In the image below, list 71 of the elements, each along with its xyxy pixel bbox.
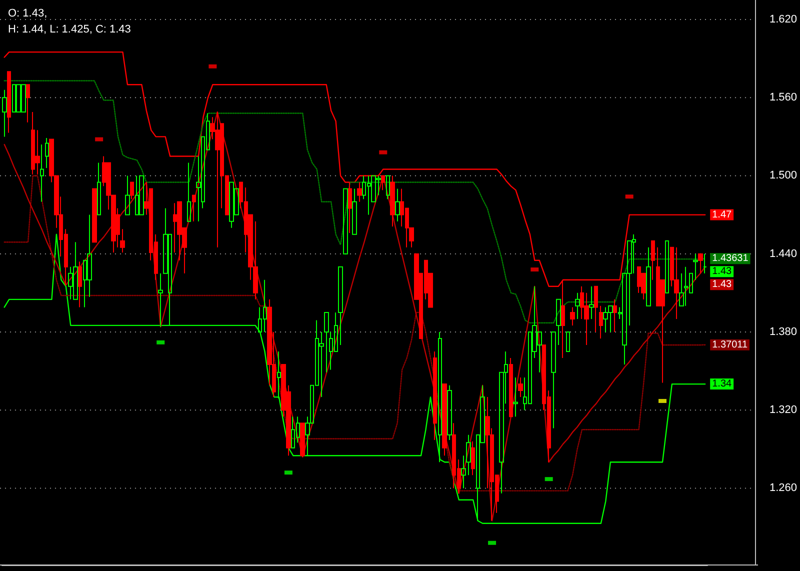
candlestick [386,175,390,200]
candlestick [513,377,518,418]
candlestick [277,351,281,399]
data-label: 1.37011 [712,339,748,350]
candlestick [438,331,442,463]
candlestick [518,377,523,398]
candlestick [324,312,329,373]
candlestick [556,298,561,346]
candlestick [466,434,471,476]
line-series [4,80,706,324]
candlestick [120,228,125,254]
candlestick [300,422,305,458]
data-label: 1.43 [712,279,732,290]
text: O: 1.43, [8,8,48,20]
candlestick [390,175,395,228]
candlestick [338,266,343,346]
candlestick [594,286,598,332]
candlestick [471,440,475,476]
candlestick [130,182,134,200]
candlestick [7,71,11,134]
candlestick [40,144,44,202]
candlestick [651,240,655,280]
y-tick-label: 1.500 [769,170,798,182]
candlestick [357,182,362,202]
text: 1.43 [712,266,732,278]
candlestick [381,175,385,191]
candlestick [693,253,698,280]
candlestick [447,384,452,441]
candlestick [461,455,466,489]
candlestick [2,89,7,138]
candlestick [665,240,669,294]
candlestick [566,331,570,352]
candlestick [703,253,707,274]
candlestick [192,194,196,222]
candlestick [26,84,30,123]
data-label: 1.34 [712,378,732,390]
candlestick [698,253,703,274]
candlestick [348,182,352,234]
y-tick-label: 1.260 [769,482,798,494]
candlestick [589,286,594,320]
candlestick [45,137,49,168]
y-tick-label: 1.560 [769,92,798,104]
data-label: 1.47 [712,209,732,220]
candlestick [433,351,437,441]
y-tick-label: 1.380 [769,326,798,338]
candlestick [646,246,651,306]
line-series [4,234,706,524]
candlestick [442,384,447,456]
candlestick [78,261,82,308]
candlestick [395,188,400,222]
candlestick [613,298,617,332]
candlestick [343,188,348,254]
candlestick [125,175,130,216]
candlestick [599,305,603,339]
candlestick [551,331,556,429]
y-tick-label: 1.320 [769,404,798,416]
candlestick [187,162,191,222]
text: H: 1.44, L: 1.425, C: 1.43 [8,24,131,36]
y-tick-label: 1.440 [769,248,798,260]
y-tick-label: 1.620 [769,14,798,26]
candlestick [158,272,163,328]
candlestick [509,358,513,418]
candlestick [570,306,575,326]
candlestick [92,188,97,243]
candlestick [674,246,679,320]
line-series [4,175,706,492]
candlestick [352,188,357,235]
candlestick [575,292,580,320]
candlestick [139,175,144,216]
data-label: 1.43631 [712,253,749,264]
candlestick [97,162,101,216]
